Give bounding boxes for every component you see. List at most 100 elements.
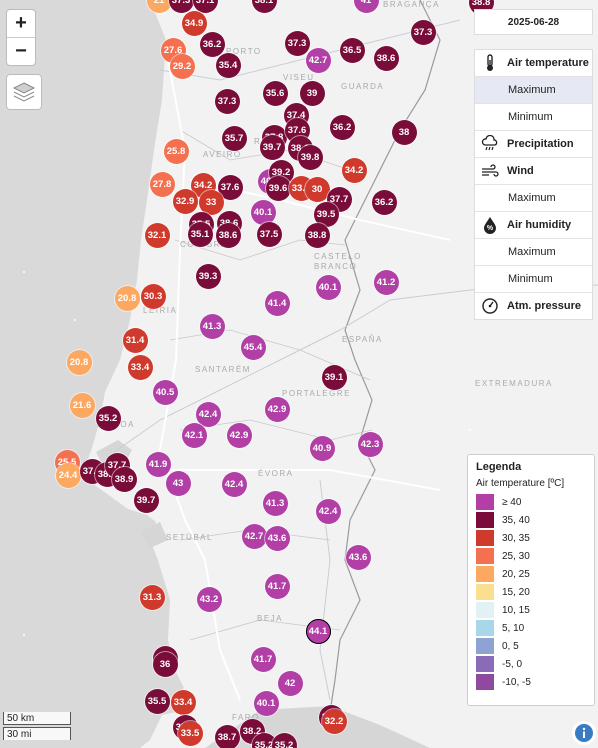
station-marker[interactable]: 38.7 [214, 724, 240, 748]
station-marker[interactable]: 40.5 [152, 379, 178, 405]
station-marker[interactable]: 41.4 [264, 290, 290, 316]
station-marker[interactable]: 35.5 [144, 688, 170, 714]
station-marker[interactable]: 39.1 [321, 364, 347, 390]
station-marker[interactable]: 44.1 [305, 618, 331, 644]
station-marker[interactable]: 21 [146, 0, 172, 13]
station-marker[interactable]: 39 [299, 80, 325, 106]
station-marker[interactable]: 42.3 [357, 431, 383, 457]
station-marker[interactable]: 36.5 [339, 37, 365, 63]
station-marker[interactable]: 31.4 [122, 327, 148, 353]
station-marker[interactable]: 20.8 [66, 349, 92, 375]
station-marker[interactable]: 39.7 [259, 134, 285, 160]
station-marker[interactable]: 45.4 [240, 334, 266, 360]
menu-item-precipitation[interactable]: Precipitation [475, 131, 592, 158]
layers-button[interactable] [6, 74, 42, 110]
station-marker[interactable]: 32.2 [321, 708, 347, 734]
menu-subitem-maximum[interactable]: Maximum [475, 185, 592, 212]
station-marker[interactable]: 33.4 [127, 354, 153, 380]
station-marker[interactable]: 39.3 [195, 263, 221, 289]
station-marker[interactable]: 40.1 [253, 690, 279, 716]
station-marker[interactable]: 36 [152, 651, 178, 677]
station-marker[interactable]: 30 [304, 176, 330, 202]
station-marker[interactable]: 35.6 [262, 80, 288, 106]
station-marker[interactable]: 42.4 [221, 471, 247, 497]
station-marker[interactable]: 35.7 [221, 125, 247, 151]
station-marker[interactable]: 38.8 [304, 222, 330, 248]
station-marker[interactable]: 33.4 [170, 689, 196, 715]
menu-subitem-maximum[interactable]: Maximum [475, 77, 592, 104]
station-marker[interactable]: 37.3 [214, 88, 240, 114]
station-marker[interactable]: 35.1 [187, 221, 213, 247]
station-marker[interactable]: 38.9 [111, 466, 137, 492]
station-marker[interactable]: 32.9 [172, 188, 198, 214]
station-marker[interactable]: 42.7 [241, 523, 267, 549]
station-marker[interactable]: 24.4 [55, 462, 81, 488]
station-marker[interactable]: 42 [277, 670, 303, 696]
station-marker[interactable]: 40.1 [250, 199, 276, 225]
menu-item-wind[interactable]: Wind [475, 158, 592, 185]
station-marker[interactable]: 38.1 [251, 0, 277, 13]
station-marker[interactable]: 33 [198, 189, 224, 215]
menu-subitem-minimum[interactable]: Minimum [475, 266, 592, 293]
station-marker[interactable]: 34.2 [341, 157, 367, 183]
station-marker[interactable]: 36.2 [199, 31, 225, 57]
station-marker[interactable]: 39.8 [297, 144, 323, 170]
station-marker[interactable]: 41.3 [262, 490, 288, 516]
station-marker[interactable]: 40.9 [309, 435, 335, 461]
station-marker[interactable]: 29.2 [169, 53, 195, 79]
station-marker[interactable]: 42.7 [305, 47, 331, 73]
menu-item-atm-pressure[interactable]: Atm. pressure [475, 293, 592, 319]
station-marker[interactable]: 31.3 [139, 584, 165, 610]
station-marker[interactable]: 41.9 [145, 451, 171, 477]
station-marker[interactable]: 42.9 [226, 422, 252, 448]
station-marker[interactable]: 34.9 [181, 10, 207, 36]
station-marker[interactable]: 39.7 [133, 487, 159, 513]
station-marker[interactable]: 36.2 [371, 189, 397, 215]
station-marker[interactable]: 38 [391, 119, 417, 145]
station-marker[interactable]: 39.5 [313, 201, 339, 227]
station-marker[interactable]: 20.8 [114, 285, 140, 311]
station-marker[interactable]: 41 [353, 0, 379, 13]
menu-subitem-minimum[interactable]: Minimum [475, 104, 592, 131]
station-marker[interactable]: 41.7 [250, 646, 276, 672]
station-marker[interactable]: 21.6 [69, 392, 95, 418]
info-button[interactable] [572, 721, 596, 745]
station-marker[interactable]: 43.6 [345, 544, 371, 570]
station-marker[interactable]: 37.1 [192, 0, 218, 13]
station-marker[interactable]: 30.3 [140, 283, 166, 309]
station-marker[interactable]: 35.4 [215, 52, 241, 78]
zoom-in-button[interactable]: + [15, 12, 27, 34]
station-marker[interactable]: 27.8 [149, 171, 175, 197]
station-marker[interactable]: 43 [165, 470, 191, 496]
station-marker[interactable]: 40.1 [315, 274, 341, 300]
zoom-out-button[interactable]: − [7, 37, 35, 65]
station-marker[interactable]: 41.3 [199, 313, 225, 339]
station-marker[interactable]: 37.3 [410, 19, 436, 45]
station-marker[interactable]: 37.3 [168, 0, 194, 13]
station-marker[interactable]: 43.2 [196, 586, 222, 612]
station-marker[interactable]: 37.5 [256, 221, 282, 247]
station-marker[interactable]: 32.1 [144, 222, 170, 248]
station-marker[interactable]: 38.6 [373, 45, 399, 71]
station-marker[interactable]: 42.9 [264, 396, 290, 422]
station-marker[interactable]: 35.2 [251, 732, 277, 748]
station-marker[interactable]: 25.8 [163, 138, 189, 164]
station-marker[interactable]: 38.6 [215, 222, 241, 248]
station-marker[interactable]: 41.2 [373, 269, 399, 295]
station-marker[interactable]: 35.2 [95, 405, 121, 431]
station-marker[interactable]: 33.5 [177, 720, 203, 746]
menu-item-air-temperature[interactable]: Air temperature [475, 50, 592, 77]
station-marker[interactable]: 42.4 [195, 401, 221, 427]
station-marker[interactable]: 35.2 [271, 732, 297, 748]
station-marker[interactable]: 37.3 [284, 30, 310, 56]
station-marker[interactable]: 39.6 [265, 175, 291, 201]
date-selector[interactable]: 2025-06-28 [474, 9, 593, 35]
menu-subitem-maximum[interactable]: Maximum [475, 239, 592, 266]
station-marker[interactable]: 43.6 [264, 525, 290, 551]
station-marker[interactable]: 42.1 [181, 422, 207, 448]
station-marker[interactable]: 42.4 [315, 498, 341, 524]
station-marker[interactable]: 41.7 [264, 573, 290, 599]
station-marker[interactable]: 36.2 [329, 114, 355, 140]
menu-item-air-humidity[interactable]: % Air humidity [475, 212, 592, 239]
